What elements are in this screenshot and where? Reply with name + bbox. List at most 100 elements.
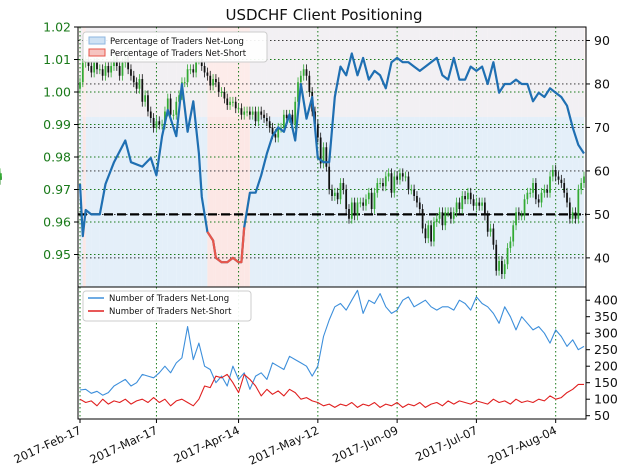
candle-body bbox=[240, 108, 243, 115]
x-axis-tick-label: 2017-May-12 bbox=[247, 423, 322, 468]
net-long-fill-band bbox=[578, 214, 584, 287]
candle-body bbox=[107, 66, 110, 73]
candle-body bbox=[141, 79, 144, 102]
right-axis-tick-label: 70 bbox=[594, 120, 610, 135]
net-long-fill-band bbox=[272, 214, 279, 287]
net-long-fill-band bbox=[363, 214, 369, 287]
right-axis-tick-label: 90 bbox=[594, 33, 610, 48]
left-axis-tick-label: 1.02 bbox=[43, 20, 71, 35]
candle-body bbox=[401, 173, 404, 177]
net-long-fill-band bbox=[368, 27, 375, 215]
net-long-fill-band bbox=[201, 27, 208, 215]
candle-body bbox=[560, 179, 563, 183]
candle-body bbox=[554, 170, 557, 177]
count-axis-tick-label: 50 bbox=[594, 408, 610, 423]
candle-body bbox=[534, 183, 537, 200]
net-long-fill-band bbox=[550, 214, 556, 287]
x-axis-tick-label: 2017-Apr-14 bbox=[171, 423, 241, 466]
candle-body bbox=[257, 111, 260, 122]
candle-body bbox=[458, 202, 461, 209]
net-long-fill-band bbox=[402, 27, 409, 215]
net-long-fill-band bbox=[482, 27, 488, 215]
candle-body bbox=[223, 92, 226, 99]
candle-body bbox=[135, 82, 138, 89]
candle-body bbox=[229, 101, 231, 105]
net-long-fill-band bbox=[453, 214, 460, 287]
net-long-fill-band bbox=[578, 27, 584, 215]
candle-body bbox=[376, 183, 379, 193]
candle-body bbox=[277, 127, 280, 138]
count-axis-tick-label: 400 bbox=[594, 293, 618, 308]
left-axis-tick-label: 0.99 bbox=[43, 117, 71, 132]
net-long-fill-band bbox=[397, 214, 403, 287]
count-axis-tick-label: 300 bbox=[594, 326, 618, 341]
net-long-fill-band bbox=[470, 214, 477, 287]
net-long-fill-band bbox=[289, 214, 296, 287]
net-long-fill-band bbox=[167, 214, 177, 287]
net-long-fill-band bbox=[544, 27, 551, 215]
legend-label-net-short: Percentage of Traders Net-Short bbox=[110, 49, 247, 59]
net-long-fill-band bbox=[323, 27, 330, 215]
candle-body bbox=[543, 189, 546, 193]
x-axis-tick-label: 2017-Jun-09 bbox=[330, 423, 400, 466]
net-long-fill-band bbox=[99, 27, 106, 215]
x-axis-tick-label: 2017-Jul-07 bbox=[413, 423, 479, 464]
net-short-fill-band bbox=[232, 27, 239, 287]
count-axis-tick-label: 250 bbox=[594, 342, 618, 357]
net-long-fill-band bbox=[346, 214, 352, 287]
net-long-fill-band bbox=[516, 214, 522, 287]
right-percent-axis: 90 80 70 60 50 40 bbox=[586, 33, 610, 265]
net-long-fill-band bbox=[113, 27, 126, 215]
candle-body bbox=[566, 192, 568, 203]
candle-body bbox=[331, 189, 333, 196]
net-long-fill-band bbox=[306, 214, 313, 287]
candle-body bbox=[478, 202, 481, 206]
candle-body bbox=[370, 192, 373, 209]
candle-body bbox=[274, 134, 277, 138]
candle-body bbox=[557, 176, 560, 180]
candle-body bbox=[464, 196, 466, 200]
net-long-fill-band bbox=[482, 214, 488, 287]
candle-body bbox=[132, 75, 135, 83]
net-long-fill-band bbox=[130, 27, 143, 215]
candle-body bbox=[161, 124, 163, 126]
left-axis-tick-label: 1.01 bbox=[43, 52, 71, 67]
candle-body bbox=[418, 202, 421, 209]
candle-body bbox=[469, 192, 472, 200]
candle-body bbox=[339, 183, 342, 200]
net-long-fill-band bbox=[533, 214, 539, 287]
net-long-fill-band bbox=[521, 214, 528, 287]
net-long-fill-band bbox=[187, 214, 194, 287]
candle-body bbox=[387, 173, 390, 177]
net-long-fill-band bbox=[555, 214, 562, 287]
net-long-fill-band bbox=[317, 214, 324, 287]
left-axis-tick-label: 0.97 bbox=[43, 182, 71, 197]
candle-body bbox=[265, 118, 268, 122]
candle-body bbox=[169, 98, 172, 115]
net-long-fill-band bbox=[414, 214, 420, 287]
net-long-fill-band bbox=[391, 27, 398, 215]
candle-body bbox=[144, 95, 147, 102]
legend-swatch-net-short bbox=[88, 48, 106, 57]
candle-body bbox=[350, 202, 353, 219]
candle-body bbox=[571, 212, 574, 219]
net-long-fill-band bbox=[85, 27, 92, 215]
candle-body bbox=[450, 212, 452, 219]
candle-body bbox=[299, 75, 302, 83]
net-long-fill-band bbox=[300, 214, 307, 287]
net-long-fill-band bbox=[544, 214, 551, 287]
net-long-fill-band bbox=[499, 27, 505, 215]
count-axis-tick-label: 200 bbox=[594, 359, 618, 374]
candle-body bbox=[217, 82, 220, 92]
candle-body bbox=[172, 114, 175, 116]
net-long-fill-band bbox=[431, 27, 437, 215]
candle-body bbox=[342, 183, 345, 190]
candle-body bbox=[512, 225, 515, 242]
net-long-fill-band bbox=[283, 214, 290, 287]
candle-body bbox=[178, 95, 180, 102]
candle-body bbox=[149, 111, 152, 118]
candle-body bbox=[302, 69, 305, 76]
candle-body bbox=[215, 79, 217, 83]
net-long-fill-band bbox=[357, 27, 364, 215]
